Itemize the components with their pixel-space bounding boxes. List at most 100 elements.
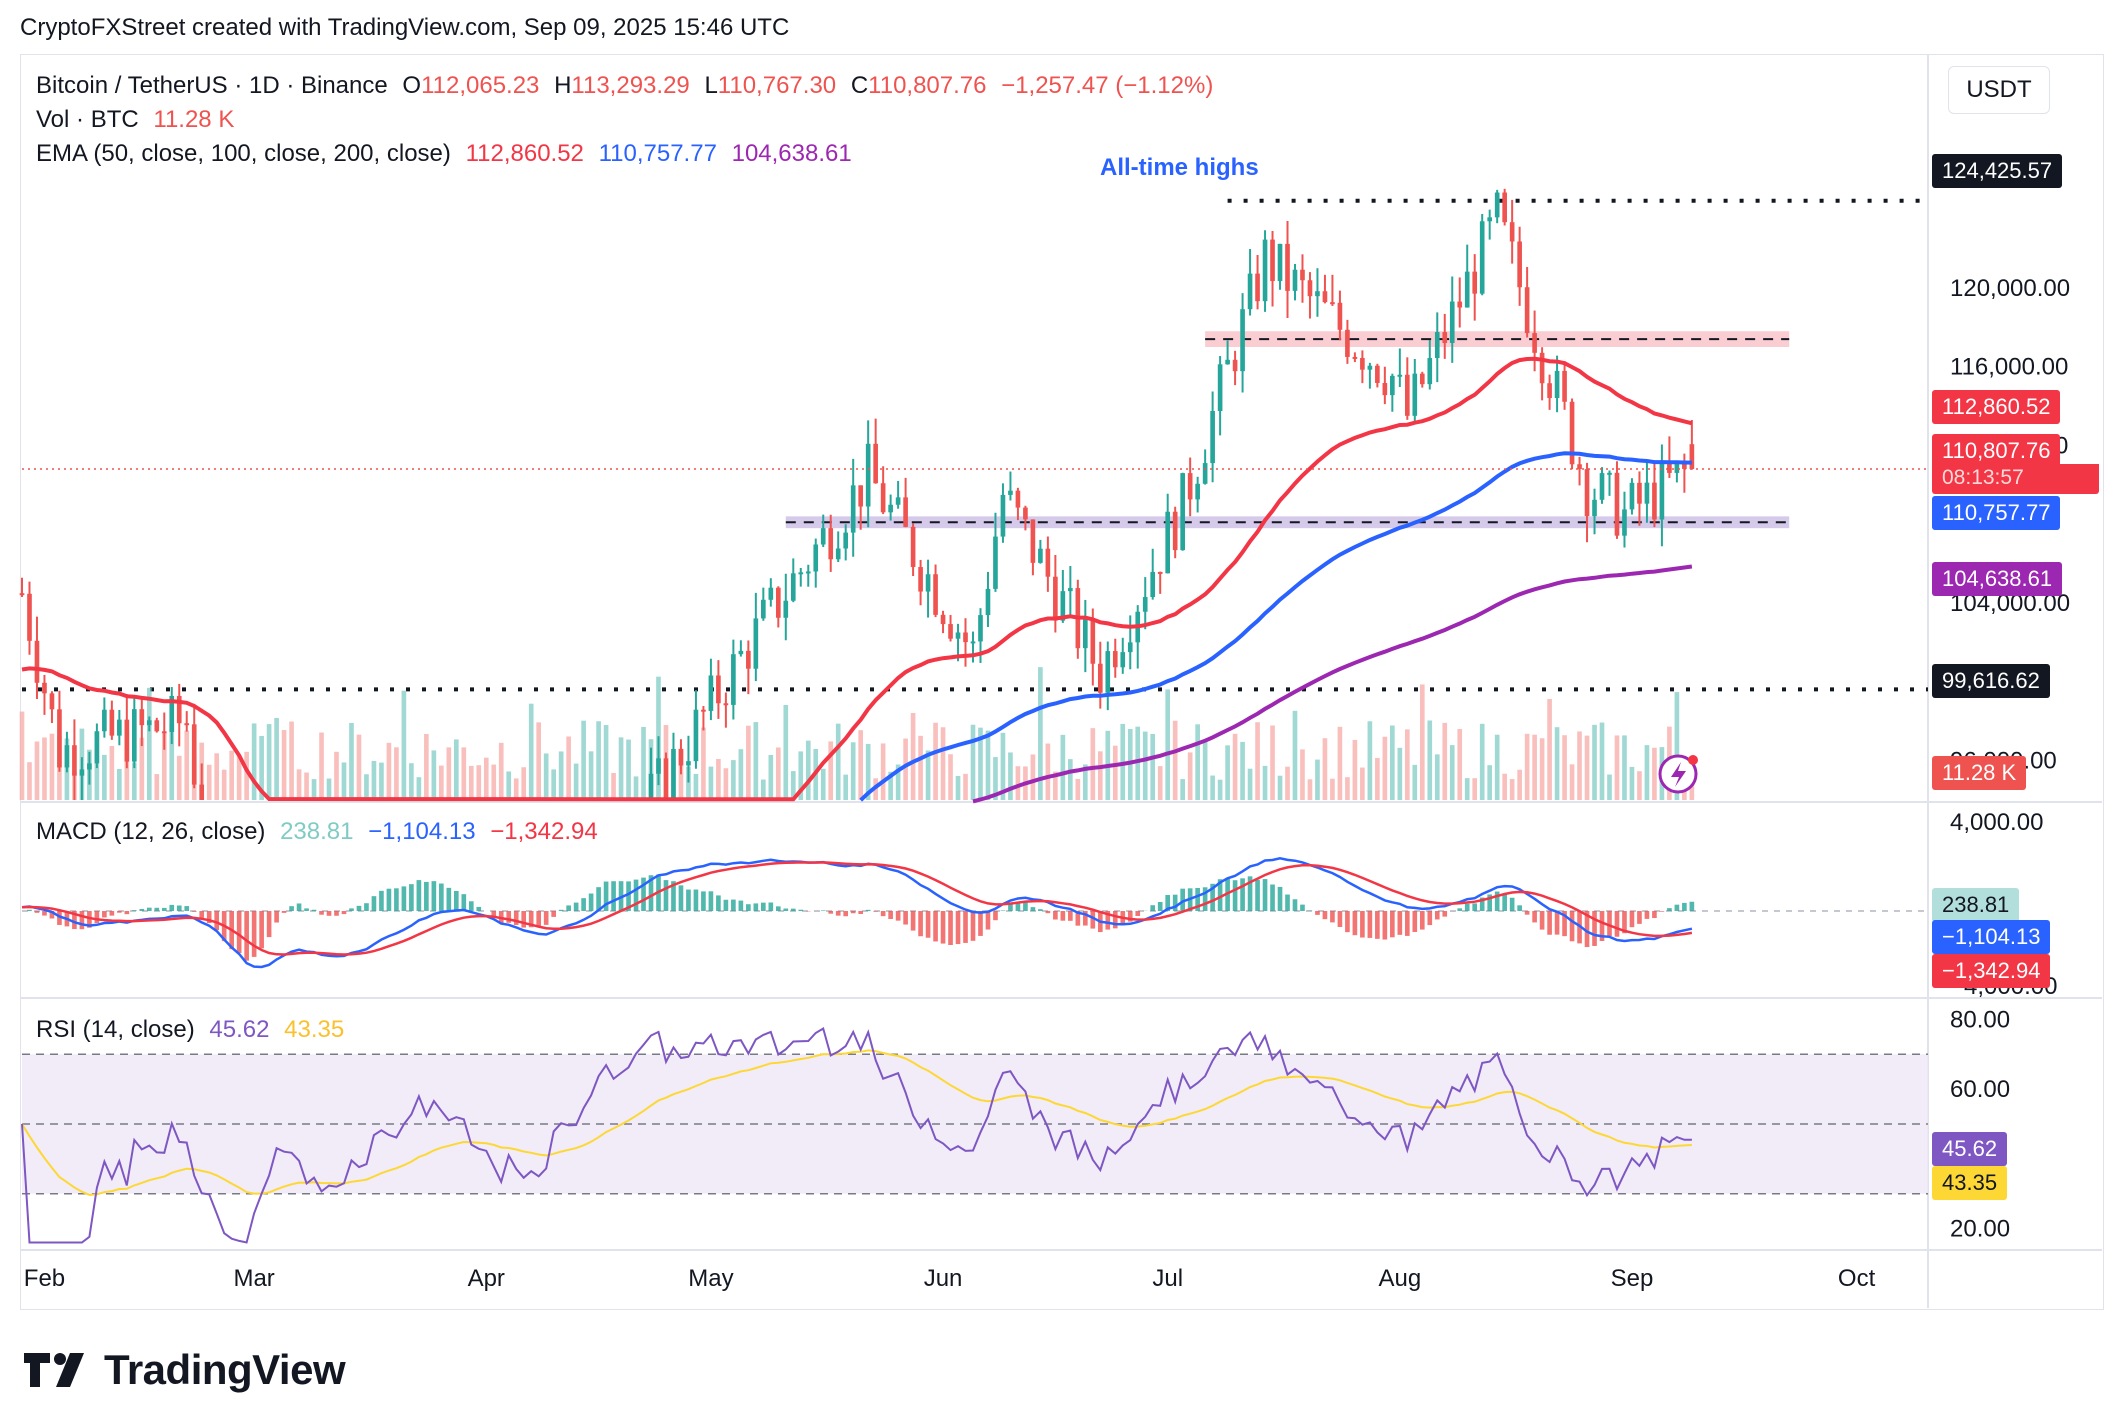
volume-bar <box>528 703 534 800</box>
macd-histogram-bar <box>1068 911 1073 921</box>
macd-histogram-bar <box>146 907 152 911</box>
volume-bar <box>483 757 489 800</box>
candle-body <box>1427 358 1433 385</box>
macd-histogram-bar <box>319 911 324 915</box>
macd-histogram-bar <box>266 911 272 938</box>
volume-bar <box>1202 740 1208 800</box>
macd-histogram-bar <box>1584 911 1590 948</box>
candle-body <box>1210 410 1215 464</box>
volume-bar <box>1030 754 1036 800</box>
volume-bar <box>1345 777 1350 800</box>
candle-body <box>671 748 676 800</box>
volume-bar <box>513 778 519 800</box>
rsi-label[interactable]: RSI (14, close) <box>36 1016 195 1043</box>
volume-bar <box>341 762 347 800</box>
candle-body <box>1682 462 1687 469</box>
ema-label[interactable]: EMA (50, close, 100, close, 200, close) <box>36 140 451 167</box>
candle-body <box>1023 507 1028 520</box>
volume-bar <box>439 765 444 800</box>
macd-histogram-bar <box>244 911 249 961</box>
macd-histogram-bar <box>970 911 976 941</box>
candle-body <box>925 574 931 592</box>
volume-bar <box>498 742 504 800</box>
volume-bar <box>633 776 639 800</box>
candle-body <box>57 709 62 768</box>
macd-histogram-bar <box>850 911 856 914</box>
candle-body <box>1554 370 1560 399</box>
volume-bar <box>588 751 594 800</box>
time-axis-label: Jun <box>924 1265 963 1292</box>
rsi-tag: 45.62 <box>1932 1132 2008 1166</box>
candle-body <box>1270 239 1275 282</box>
candle-body <box>1180 473 1185 551</box>
volume-bar <box>236 755 242 800</box>
volume-bar <box>1307 779 1313 800</box>
macd-histogram-bar <box>1502 893 1507 911</box>
volume-label[interactable]: Vol · BTC <box>36 106 139 133</box>
macd-label[interactable]: MACD (12, 26, close) <box>36 818 266 845</box>
volume-bar <box>731 760 736 800</box>
high-label: H <box>554 72 572 99</box>
candle-body <box>1285 243 1290 291</box>
volume-bar <box>1674 692 1680 800</box>
open-label: O <box>402 72 422 99</box>
macd-histogram-bar <box>259 911 264 949</box>
volume-bar <box>948 754 953 800</box>
macd-histogram-bar <box>1622 911 1627 934</box>
macd-histogram-bar <box>1322 911 1328 920</box>
candle-body <box>1494 192 1500 218</box>
support-price-tag: 99,616.62 <box>1932 664 2050 698</box>
volume-bar <box>1539 738 1545 800</box>
macd-histogram-bar <box>1202 887 1208 911</box>
volume-bar <box>708 766 714 800</box>
price-axis-tick: 120,000.00 <box>1950 275 2070 302</box>
volume-bar <box>1367 721 1373 800</box>
candle-body <box>1157 571 1163 574</box>
macd-histogram-bar <box>1165 895 1171 911</box>
macd-histogram-bar <box>828 911 834 914</box>
volume-bar <box>1210 775 1215 800</box>
candle-body <box>1217 364 1223 411</box>
volume-bar <box>903 738 908 800</box>
volume-bar <box>1150 733 1156 800</box>
macd-histogram-bar <box>1083 911 1088 926</box>
volume-bar <box>244 751 249 800</box>
macd-histogram-bar <box>461 894 467 911</box>
rsi-value: 45.62 <box>209 1016 270 1043</box>
candle-body <box>1449 301 1455 343</box>
volume-bar <box>229 750 234 800</box>
candle-body <box>940 614 946 625</box>
candle-body <box>1008 490 1013 495</box>
volume-bar <box>1629 766 1635 800</box>
candle-body <box>1419 373 1425 385</box>
macd-histogram-bar <box>1000 910 1006 911</box>
change-value: −1,257.47 (−1.12%) <box>1001 72 1214 99</box>
candle-body <box>1517 241 1522 288</box>
macd-histogram-bar <box>311 909 317 911</box>
volume-bar <box>416 777 422 800</box>
macd-histogram-bar <box>1419 911 1425 930</box>
volume-bar <box>1487 765 1493 800</box>
candle-body <box>146 720 152 726</box>
candle-body <box>184 723 190 726</box>
macd-histogram-bar <box>1547 911 1552 935</box>
candle-body <box>1322 291 1328 303</box>
volume-bar <box>1404 729 1410 800</box>
candle-body <box>1599 473 1605 500</box>
macd-histogram-bar <box>1232 880 1238 911</box>
macd-histogram-bar <box>356 905 362 911</box>
volume-bar <box>364 774 369 800</box>
candle-body <box>1247 273 1253 310</box>
candle-body <box>132 709 137 762</box>
low-value: 110,767.30 <box>717 72 837 99</box>
volume-bar <box>761 779 766 800</box>
macd-histogram-bar <box>581 898 586 911</box>
currency-button[interactable]: USDT <box>1948 66 2050 114</box>
candle-body <box>49 693 55 710</box>
candle-body <box>19 593 25 596</box>
volume-bar <box>214 753 220 800</box>
macd-histogram-bar <box>42 911 47 916</box>
symbol-name[interactable]: Bitcoin / TetherUS · 1D · Binance <box>36 72 388 99</box>
macd-histogram-bar <box>57 911 62 925</box>
